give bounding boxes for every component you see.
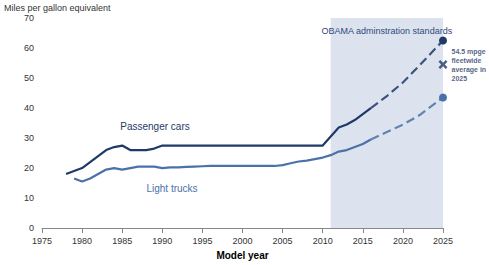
- svg-text:40: 40: [24, 103, 34, 113]
- svg-text:1980: 1980: [72, 236, 92, 246]
- svg-text:2005: 2005: [273, 236, 293, 246]
- svg-text:0: 0: [29, 223, 34, 233]
- svg-text:30: 30: [24, 133, 34, 143]
- svg-text:2015: 2015: [353, 236, 373, 246]
- svg-text:10: 10: [24, 193, 34, 203]
- svg-text:50: 50: [24, 73, 34, 83]
- svg-text:1990: 1990: [152, 236, 172, 246]
- svg-text:average in: average in: [452, 66, 489, 74]
- svg-text:Model year: Model year: [216, 250, 268, 261]
- svg-text:54.5 mpge: 54.5 mpge: [452, 48, 488, 56]
- svg-text:2025: 2025: [433, 236, 453, 246]
- svg-text:2000: 2000: [232, 236, 252, 246]
- svg-text:OBAMA adminstration standards: OBAMA adminstration standards: [322, 26, 453, 36]
- svg-text:2025: 2025: [452, 75, 468, 82]
- svg-text:2020: 2020: [393, 236, 413, 246]
- svg-text:1995: 1995: [192, 236, 212, 246]
- svg-text:1975: 1975: [32, 236, 52, 246]
- svg-text:Passenger cars: Passenger cars: [120, 121, 189, 132]
- svg-text:fleetwide: fleetwide: [452, 57, 484, 64]
- svg-text:Light trucks: Light trucks: [146, 183, 197, 194]
- svg-text:60: 60: [24, 43, 34, 53]
- svg-text:1985: 1985: [112, 236, 132, 246]
- svg-text:2010: 2010: [313, 236, 333, 246]
- svg-text:70: 70: [24, 13, 34, 23]
- svg-text:20: 20: [24, 163, 34, 173]
- svg-text:Miles per gallon equivalent: Miles per gallon equivalent: [4, 3, 111, 13]
